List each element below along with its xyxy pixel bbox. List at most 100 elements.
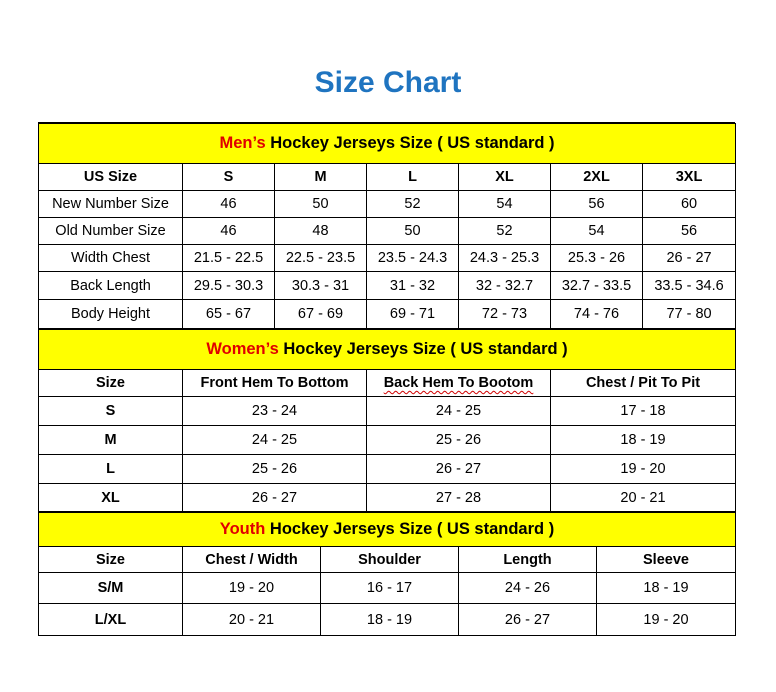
column-header: S (182, 163, 275, 191)
table-row: L 25 - 26 26 - 27 19 - 20 (38, 454, 737, 484)
column-header-label: US Size (83, 169, 138, 185)
table-cell: 52 (366, 190, 459, 218)
table-cell: 25 - 26 (366, 425, 551, 455)
row-label: Back Length (38, 271, 183, 300)
table-cell: 65 - 67 (182, 299, 275, 329)
table-row: Body Height 65 - 67 67 - 69 69 - 71 72 - 73 7… (38, 299, 737, 329)
youth-size-table: Youth Hockey Jerseys Size ( US standard … (37, 512, 737, 636)
table-cell: 23 - 24 (182, 396, 367, 426)
table-cell: 60 (641, 190, 737, 218)
table-cell: 74 - 76 (550, 299, 643, 329)
mens-section-title: Men’s Hockey Jerseys Size ( US standard … (37, 123, 737, 164)
womens-section-title-rest: Hockey Jerseys Size ( US standard ) (278, 340, 568, 358)
table-cell: 18 - 19 (595, 572, 737, 604)
table-cell: 56 (641, 217, 737, 245)
column-header: Shoulder (320, 546, 459, 573)
table-row: New Number Size 46 50 52 54 56 60 (38, 190, 737, 218)
column-header-label: Chest / Pit To Pit (585, 375, 701, 391)
table-row: S 23 - 24 24 - 25 17 - 18 (38, 396, 737, 426)
table-cell: 24 - 25 (366, 396, 551, 426)
column-header: Size (38, 546, 183, 573)
table-cell: 26 - 27 (458, 603, 597, 636)
table-row: XL 26 - 27 27 - 28 20 - 21 (38, 483, 737, 512)
table-cell: 24 - 25 (182, 425, 367, 455)
table-cell: 19 - 20 (182, 572, 321, 604)
row-label: Body Height (38, 299, 183, 329)
column-header-label: Length (503, 551, 552, 568)
table-cell: 52 (458, 217, 551, 245)
womens-size-table: Women’s Hockey Jerseys Size ( US standar… (37, 329, 737, 512)
table-cell: 24.3 - 25.3 (458, 244, 551, 272)
table-cell: 30.3 - 31 (274, 271, 367, 300)
table-cell: 18 - 19 (320, 603, 459, 636)
column-header-label: M (314, 169, 327, 185)
column-header-label: Front Hem To Bottom (200, 375, 349, 391)
column-header: 2XL (550, 163, 643, 191)
table-cell: 25 - 26 (182, 454, 367, 484)
column-header-label: 2XL (583, 169, 610, 185)
column-header: Size (38, 369, 183, 397)
table-row: Back Length 29.5 - 30.3 30.3 - 31 31 - 32 32… (38, 271, 737, 300)
column-header-label: L (408, 169, 417, 185)
table-cell: 69 - 71 (366, 299, 459, 329)
mens-header-row: US Size S M L XL 2XL 3XL (38, 163, 737, 191)
table-cell: 67 - 69 (274, 299, 367, 329)
table-cell: 56 (550, 190, 643, 218)
table-cell: 46 (182, 190, 275, 218)
womens-section-title: Women’s Hockey Jerseys Size ( US standar… (37, 329, 737, 370)
table-cell: 24 - 26 (458, 572, 597, 604)
table-cell: 50 (366, 217, 459, 245)
mens-band-row: Men’s Hockey Jerseys Size ( US standard … (37, 123, 737, 164)
row-label: Width Chest (38, 244, 183, 272)
column-header: XL (458, 163, 551, 191)
table-cell: 72 - 73 (458, 299, 551, 329)
table-cell: 26 - 27 (182, 483, 367, 512)
table-cell: 54 (550, 217, 643, 245)
womens-section-label: Women’s (206, 340, 279, 358)
column-header-label: 3XL (675, 169, 703, 185)
column-header: Front Hem To Bottom (182, 369, 367, 397)
table-cell: 33.5 - 34.6 (641, 271, 737, 300)
table-cell: 29.5 - 30.3 (182, 271, 275, 300)
table-cell: 31 - 32 (366, 271, 459, 300)
column-header-label: Back Hem To Bootom (383, 375, 534, 391)
column-header-label: Sleeve (643, 551, 689, 568)
table-cell: 18 - 19 (549, 425, 737, 455)
table-row: M 24 - 25 25 - 26 18 - 19 (38, 425, 737, 455)
womens-header-row: Size Front Hem To Bottom Back Hem To Booto… (38, 369, 737, 397)
column-header: US Size (38, 163, 183, 191)
table-cell: 27 - 28 (366, 483, 551, 512)
youth-band-row: Youth Hockey Jerseys Size ( US standard … (37, 512, 737, 547)
table-row: S/M 19 - 20 16 - 17 24 - 26 18 - 19 (38, 572, 737, 604)
row-label: L/XL (38, 603, 183, 636)
column-header-label: XL (495, 169, 514, 185)
table-cell: 48 (274, 217, 367, 245)
mens-size-table: Men’s Hockey Jerseys Size ( US standard … (37, 123, 737, 329)
table-cell: 20 - 21 (549, 483, 737, 512)
column-header: Chest / Pit To Pit (549, 369, 737, 397)
youth-header-row: Size Chest / Width Shoulder Length Sleeve (38, 546, 737, 573)
table-row: Width Chest 21.5 - 22.5 22.5 - 23.5 23.5 - … (38, 244, 737, 272)
row-label: L (38, 454, 183, 484)
table-cell: 23.5 - 24.3 (366, 244, 459, 272)
column-header-label: Shoulder (358, 551, 421, 568)
column-header-label: Chest / Width (205, 551, 298, 568)
table-cell: 22.5 - 23.5 (274, 244, 367, 272)
column-header: 3XL (641, 163, 737, 191)
table-cell: 21.5 - 22.5 (182, 244, 275, 272)
table-cell: 19 - 20 (595, 603, 737, 636)
row-label: Old Number Size (38, 217, 183, 245)
table-row: L/XL 20 - 21 18 - 19 26 - 27 19 - 20 (38, 603, 737, 636)
column-header: Back Hem To Bootom (366, 369, 551, 397)
womens-band-row: Women’s Hockey Jerseys Size ( US standar… (37, 329, 737, 370)
mens-section-label: Men’s (219, 134, 266, 152)
mens-section-title-rest: Hockey Jerseys Size ( US standard ) (265, 134, 555, 152)
table-cell: 50 (274, 190, 367, 218)
column-header-label: S (223, 169, 234, 185)
table-cell: 16 - 17 (320, 572, 459, 604)
column-header: Chest / Width (182, 546, 321, 573)
table-cell: 32 - 32.7 (458, 271, 551, 300)
table-cell: 25.3 - 26 (550, 244, 643, 272)
column-header: Sleeve (595, 546, 737, 573)
table-row: Old Number Size 46 48 50 52 54 56 (38, 217, 737, 245)
